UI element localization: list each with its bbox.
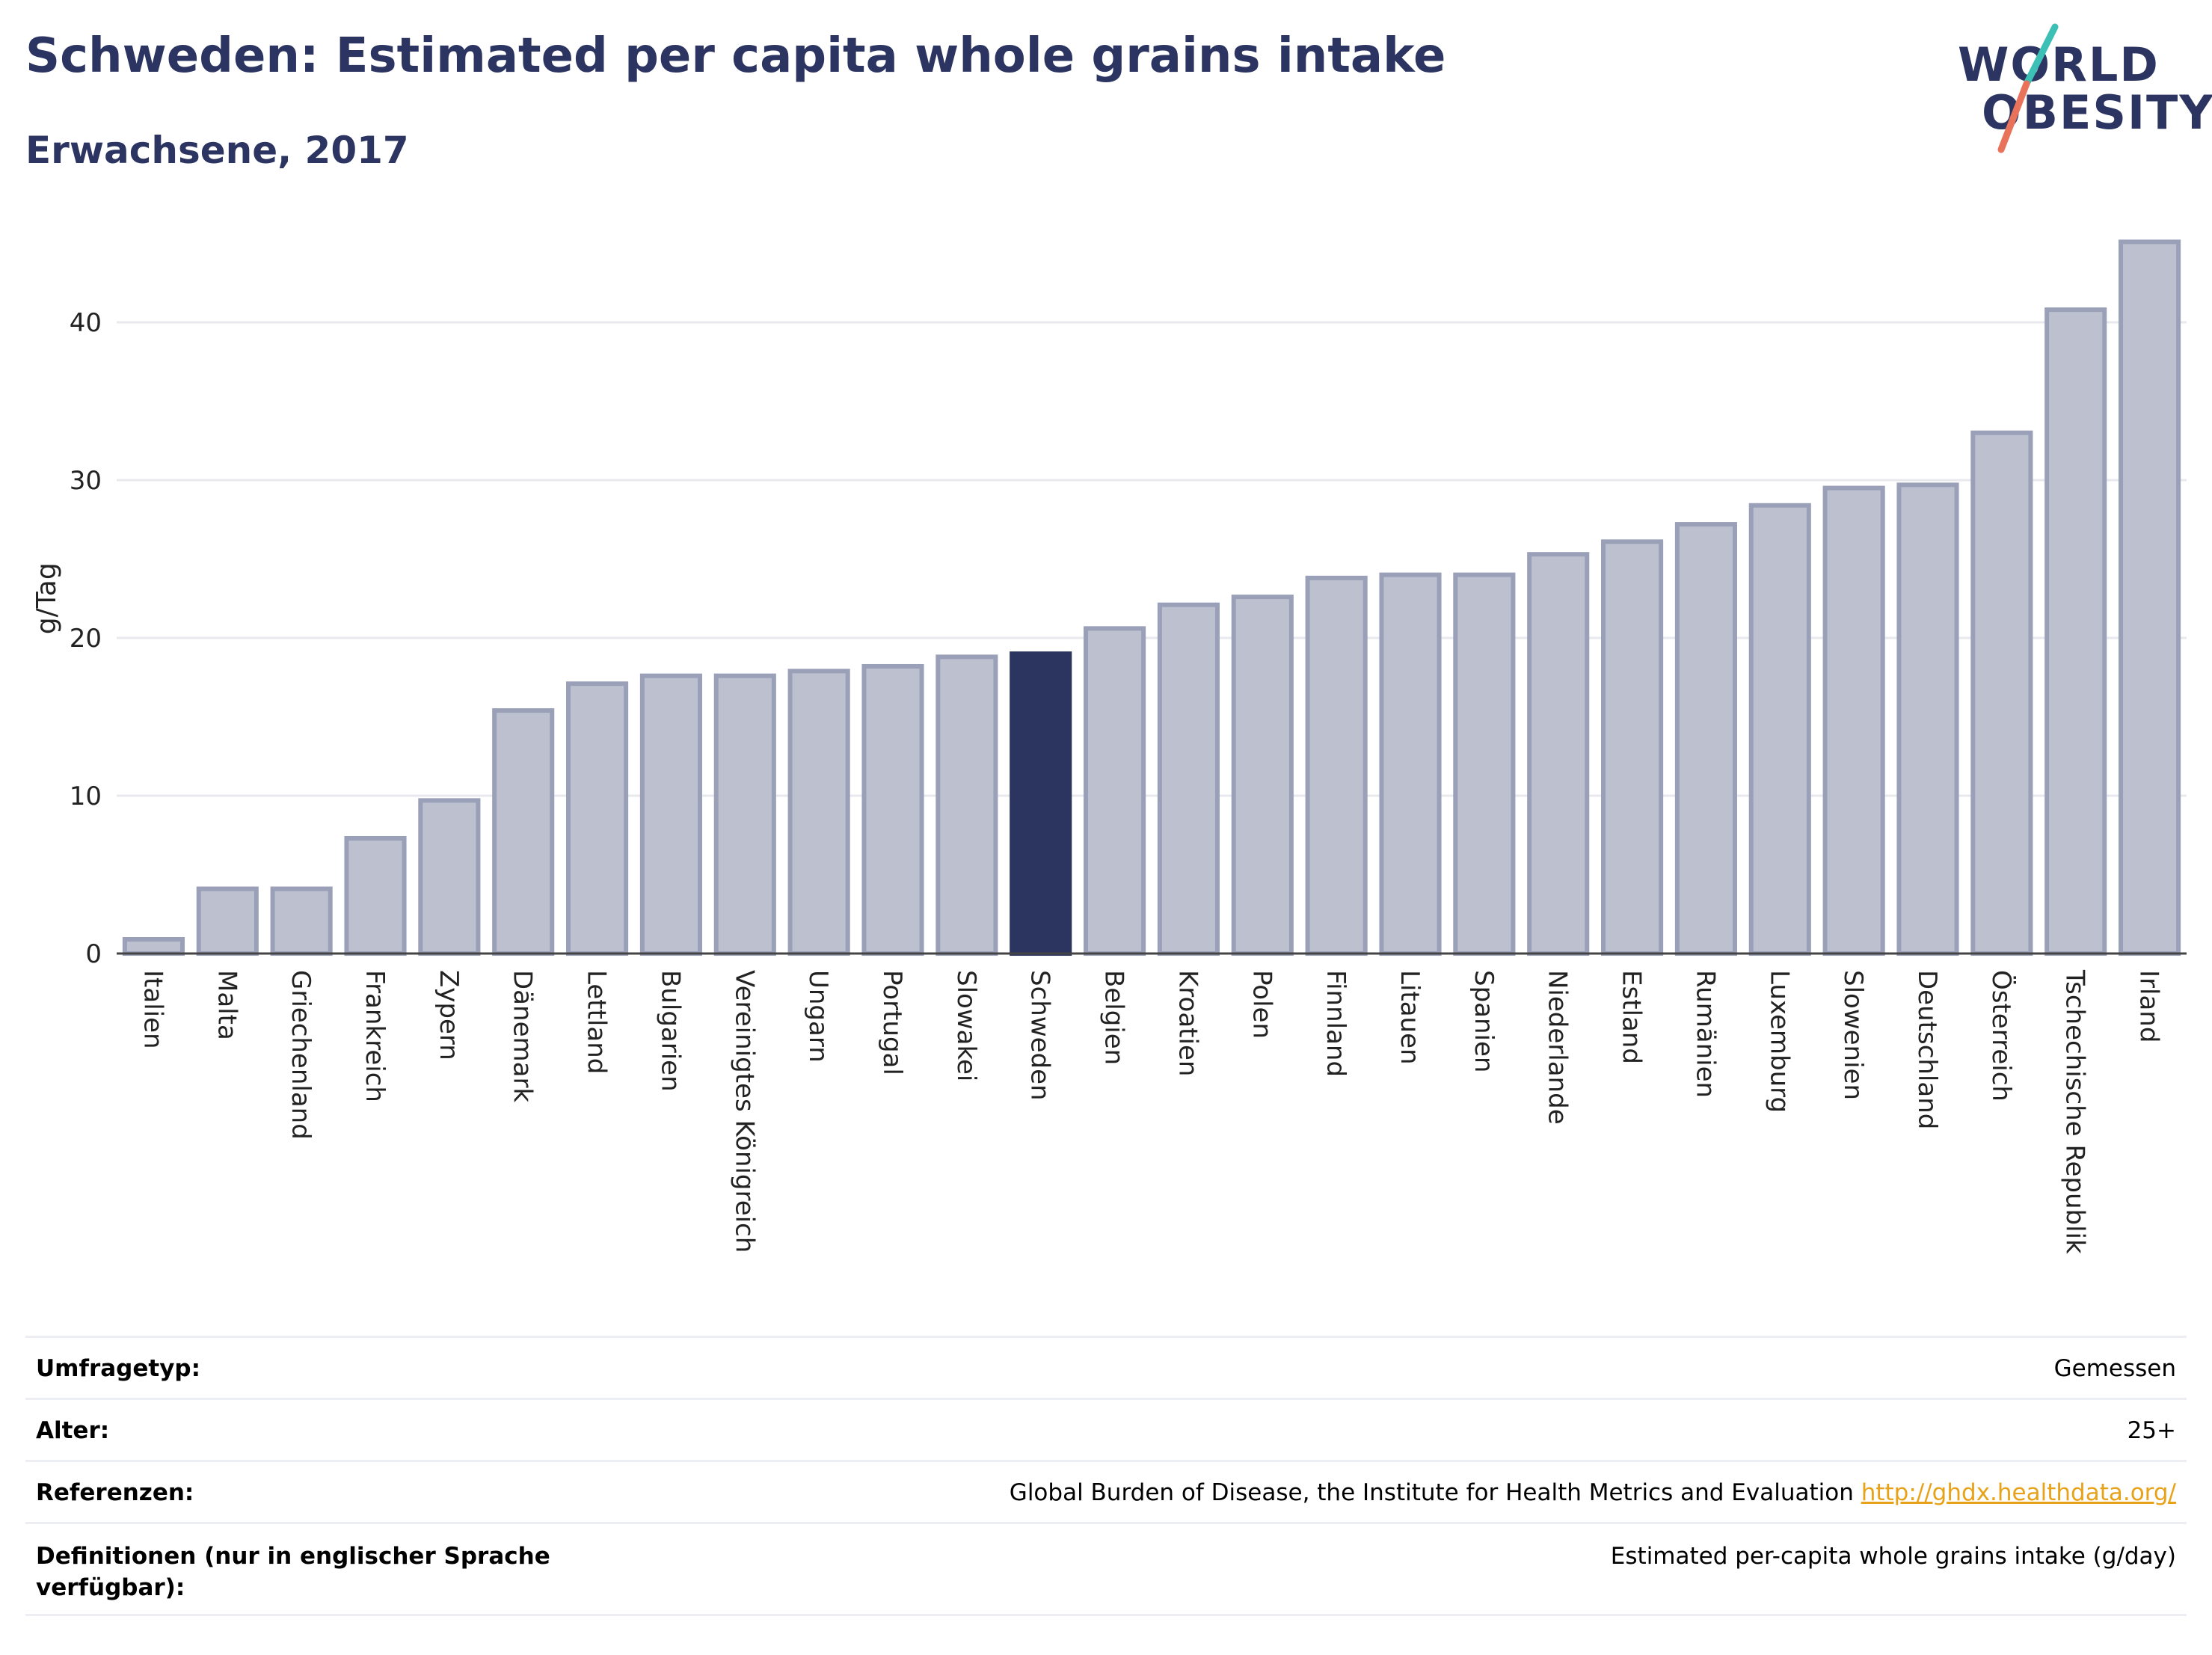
meta-row-references: Referenzen: Global Burden of Disease, th… [25, 1460, 2187, 1522]
bar-15 [1231, 595, 1294, 956]
bar-3 [344, 835, 407, 956]
x-tick-label: Griechenland [286, 970, 316, 1140]
bar-chart: 0 10 20 30 40 g/Tag Italien Malta Griechenland Fr… [31, 239, 2187, 1254]
bar-7 [639, 673, 702, 956]
y-tick-label: 20 [70, 624, 102, 654]
x-tick-label: Malta [212, 970, 242, 1040]
x-tick-label: Italien [138, 970, 168, 1049]
bar-4 [418, 798, 481, 957]
x-tick-label: Österreich [1986, 970, 2017, 1102]
bar-16 [1305, 575, 1368, 956]
survey-type-value: Gemessen [2053, 1355, 2176, 1382]
x-tick-label: Estland [1617, 970, 1647, 1064]
bar-19 [1527, 552, 1590, 957]
x-tick-label: Portugal [877, 970, 907, 1075]
x-tick-label: Bulgarien [655, 970, 685, 1092]
world-obesity-logo[interactable]: WORLD OBESITY [1944, 22, 2212, 157]
definitions-value: Estimated per-capita whole grains intake… [1610, 1543, 2176, 1570]
y-tick-label: 40 [70, 308, 102, 338]
x-tick-label: Lettland [582, 970, 612, 1074]
x-tick-label: Deutschland [1912, 970, 1942, 1129]
x-tick-label: Ungarn [803, 970, 833, 1063]
x-tick-label: Slowakei [951, 970, 981, 1081]
bar-14 [1157, 602, 1220, 956]
bar-22 [1748, 503, 1811, 956]
references-value: Global Burden of Disease, the Institute … [1010, 1477, 2176, 1508]
meta-row-age: Alter: 25+ [25, 1398, 2187, 1460]
x-tick-label: Niederlande [1543, 970, 1573, 1125]
logo-word-world: WORLD [1958, 37, 2160, 92]
bar-27 [2119, 239, 2181, 956]
y-tick-label: 30 [70, 466, 102, 496]
bar-8 [713, 673, 776, 956]
x-tick-label: Kroatien [1173, 970, 1202, 1076]
x-tick-label: Irland [2134, 970, 2164, 1043]
bar-18 [1453, 572, 1516, 956]
bar-6 [566, 681, 629, 956]
bar-11 [936, 654, 998, 956]
x-tick-label: Dänemark [508, 970, 538, 1102]
bar-12 [1010, 651, 1072, 956]
age-label: Alter: [36, 1417, 110, 1444]
meta-row-survey-type: Umfragetyp: Gemessen [25, 1336, 2187, 1398]
chart-subtitle: Erwachsene, 2017 [25, 129, 409, 172]
bar-10 [861, 663, 924, 956]
metadata-table: Umfragetyp: Gemessen Alter: 25+ Referenz… [25, 1336, 2187, 1616]
bar-24 [1896, 482, 1959, 956]
bar-9 [787, 669, 850, 956]
bar-13 [1084, 626, 1146, 957]
references-text: Global Burden of Disease, the Institute … [1009, 1479, 1854, 1506]
x-tick-label: Polen [1247, 970, 1276, 1039]
bar-21 [1674, 522, 1737, 956]
bar-25 [1970, 430, 2033, 956]
y-tick-label: 0 [85, 939, 102, 969]
y-axis-label: g/Tag [31, 562, 62, 634]
x-tick-label: Litauen [1395, 970, 1425, 1065]
x-tick-label: Spanien [1469, 970, 1499, 1072]
bar-23 [1822, 485, 1885, 956]
x-tick-label: Slowenien [1838, 970, 1868, 1100]
y-tick-label: 10 [70, 782, 102, 811]
chart-title: Schweden: Estimated per capita whole gra… [25, 28, 1446, 84]
x-tick-label: Schweden [1025, 970, 1055, 1101]
bar-20 [1601, 539, 1664, 957]
logo-slash-icon [1997, 23, 2059, 153]
bar-0 [122, 937, 185, 957]
age-value: 25+ [2127, 1417, 2176, 1444]
x-tick-label: Rumänien [1690, 970, 1720, 1098]
x-tick-label: Zypern [434, 970, 464, 1060]
survey-type-label: Umfragetyp: [36, 1355, 200, 1382]
definitions-label: Definitionen (nur in englischer Sprache … [36, 1543, 550, 1601]
x-tick-label: Belgien [1099, 970, 1129, 1065]
bar-26 [2044, 307, 2107, 956]
x-tick-label: Vereinigtes Königreich [729, 970, 759, 1253]
x-tick-label: Luxemburg [1764, 970, 1794, 1113]
x-tick-label: Frankreich [360, 970, 390, 1102]
meta-row-definitions: Definitionen (nur in englischer Sprache … [25, 1522, 2187, 1616]
bar-1 [196, 886, 259, 956]
x-tick-label: Finnland [1321, 970, 1351, 1077]
bar-2 [270, 886, 333, 956]
references-label: Referenzen: [36, 1479, 194, 1506]
bar-5 [492, 708, 555, 956]
x-tick-label: Tschechische Republik [2060, 969, 2090, 1254]
bar-17 [1379, 572, 1442, 956]
references-link[interactable]: http://ghdx.healthdata.org/ [1861, 1479, 2176, 1506]
